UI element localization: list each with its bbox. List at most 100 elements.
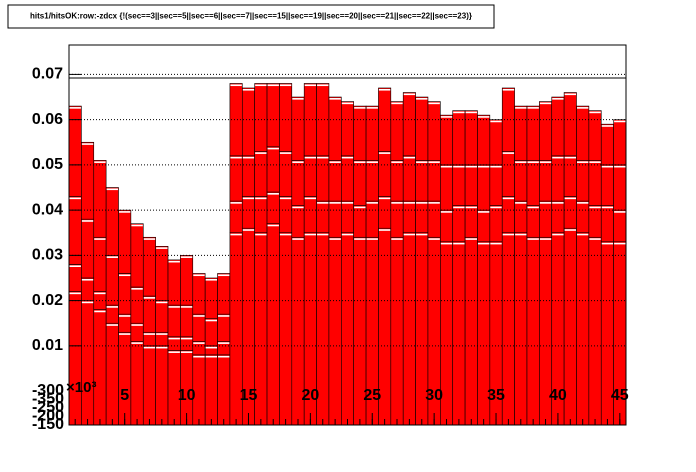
y-tick-label: 0.06 [32,111,63,128]
bar-segment [514,200,528,234]
bar-segment [514,105,528,161]
bar-segment [390,200,404,238]
bar-segment [254,83,268,152]
x-tick-label: 5 [120,387,129,404]
x-tick-label: 30 [425,387,443,404]
bar-segment [81,277,95,301]
bar-segment [341,232,354,426]
bar-segment [365,160,379,202]
bar-segment [204,354,218,426]
bar-segment [402,232,416,426]
bar-segment [303,196,317,234]
x-tick-label: 35 [487,387,505,404]
bar-segment [452,205,466,243]
y-tick-label: 0.04 [32,201,63,218]
bar-segment [353,160,367,206]
bar-segment [142,295,156,333]
bar-segment [539,101,553,161]
bar-segment [526,160,540,206]
bar-segment [266,146,280,193]
bar-segment [142,236,156,297]
bar-segment [279,232,293,426]
bar-segment [378,151,392,197]
bar-segment [167,304,181,338]
bar-segment [130,322,144,342]
bar-segment [415,160,429,202]
bar-segment [390,236,404,426]
bar-segment [402,155,416,202]
x-exponent: ×10³ [66,379,96,396]
bar-segment [613,119,627,166]
bar-segment [576,160,590,202]
bar-segment [563,196,577,229]
bar-segment [180,304,194,338]
bar-segment [501,196,515,234]
x-tick-label: 10 [178,387,196,404]
title-box [7,4,495,29]
bar-segment [539,200,553,238]
bar-segment [539,160,553,202]
bar-segment [390,160,404,202]
x-tick-label: 25 [363,387,381,404]
bar-segment [576,200,590,234]
y-tick-label: 0.05 [32,156,63,173]
bar-segment [93,309,107,426]
chart-title: hits1/hitsOK:row:-zdcx {!(sec==3||sec==5… [30,12,472,21]
bar-segment [81,218,95,279]
bar-segment [105,187,119,256]
bar-segment [440,209,454,243]
bar-segment [415,96,429,161]
bar-segment [427,200,441,238]
bar-segment [266,83,280,148]
bar-segment [365,105,379,161]
bar-segment [155,300,169,333]
bar-segment [452,241,466,426]
bar-segment [576,232,590,426]
bar-segment [402,92,416,157]
bar-segment [93,160,107,238]
bar-segment [142,345,156,426]
x-tick-label: 15 [240,387,258,404]
bar-segment [68,264,82,292]
bar-segment [279,83,293,152]
x-tick-label: 20 [301,387,319,404]
bar-segment [155,246,169,301]
bar-segment [316,155,330,202]
bar-segment [266,223,280,426]
overlap-label: -350 [32,391,64,408]
bar-segment [105,304,119,324]
bar-segment [192,273,206,315]
bar-segment [440,164,454,211]
bar-segment [477,114,491,166]
bar-segment [279,151,293,197]
bar-segment [81,141,95,220]
overlap-label: -300 [32,382,64,399]
bar-segment [341,101,354,157]
bar-segment [390,101,404,161]
bar-segment [229,200,243,234]
bar-segment [452,110,466,166]
bar-segment [464,164,478,206]
bar-segment [155,345,169,426]
bar-segment [551,96,565,157]
bar-segment [464,110,478,166]
overlap-label: -250 [32,399,64,416]
bar-segment [241,87,255,157]
bar-segment [254,151,268,197]
bar-segment [489,164,503,206]
bar-segment [477,209,491,243]
bar-segment [600,164,614,206]
bar-segment [180,255,194,306]
bar-segment [613,164,627,211]
bar-segment [328,200,342,238]
bar-segment [254,196,268,234]
bar-segment [303,155,317,197]
bar-segment [266,191,280,224]
x-tick-label: 45 [611,387,629,404]
bar-segment [588,236,602,426]
bar-segment [328,236,342,426]
bar-segment [501,151,515,197]
bar-segment [291,160,305,206]
bar-segment [600,205,614,243]
frame [68,44,627,426]
